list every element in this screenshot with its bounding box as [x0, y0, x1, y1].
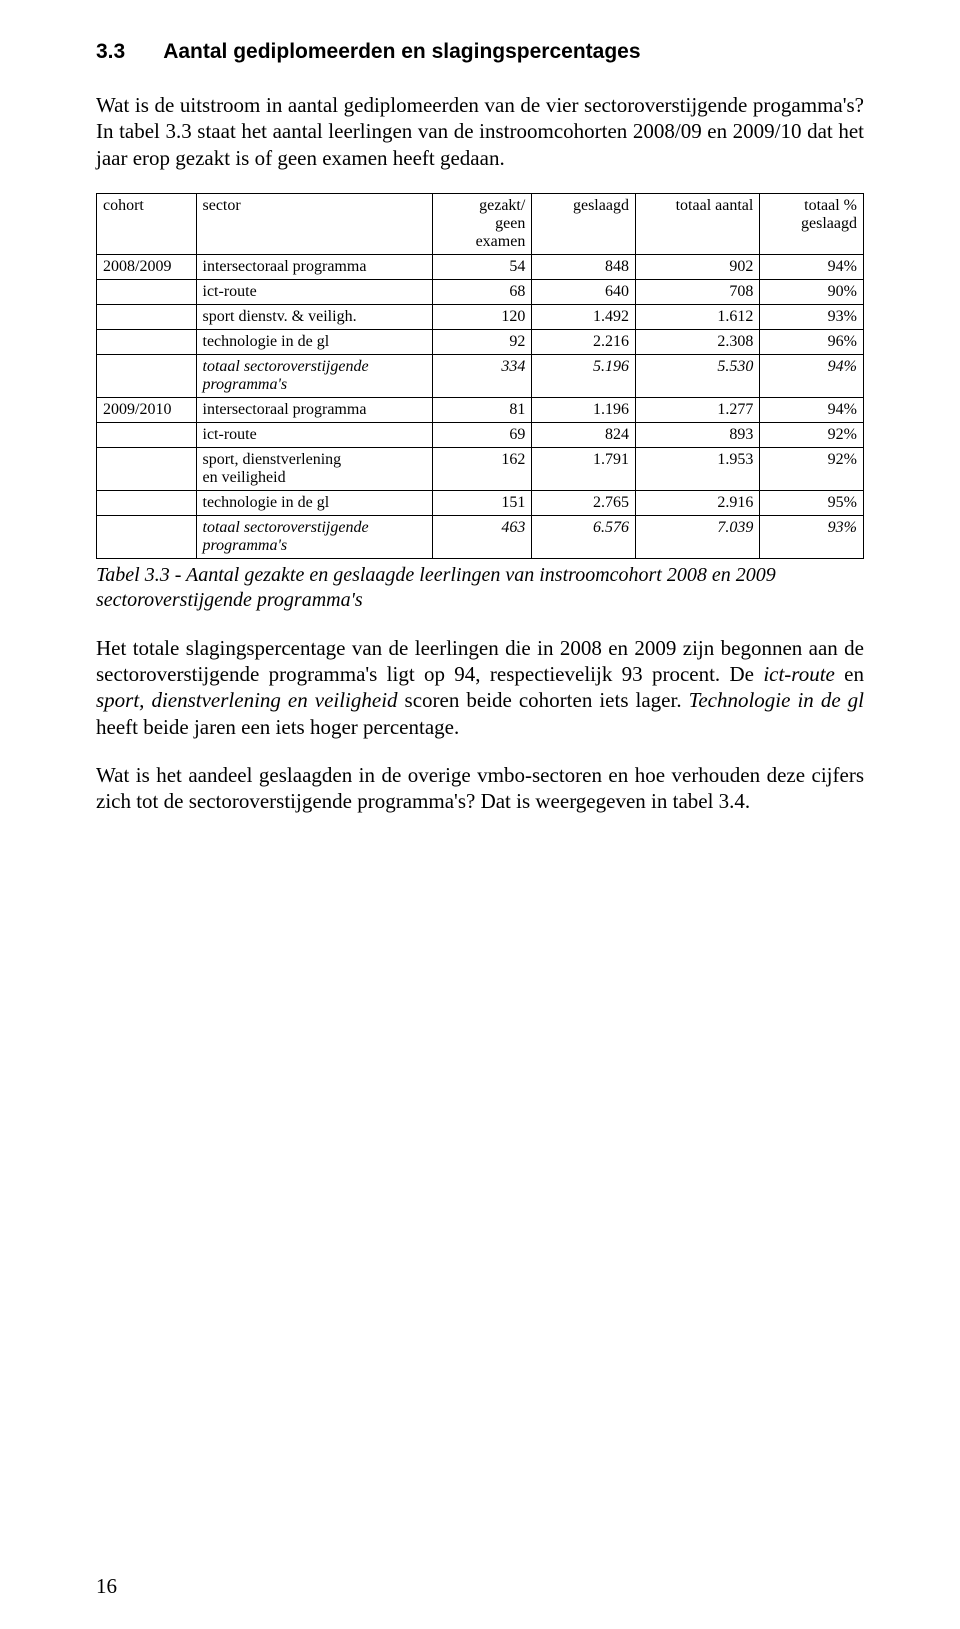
header-totaal-pct-l1: totaal % [804, 197, 857, 214]
cell-geslaagd: 1.196 [532, 397, 636, 422]
section-heading: 3.3 Aantal gediplomeerden en slagingsperc… [96, 40, 864, 64]
table-row: 2009/2010intersectoraal programma811.196… [97, 397, 864, 422]
para2-text-a: Het totale slagingspercentage van de lee… [96, 636, 864, 686]
cell-gezakt: 334 [432, 354, 532, 397]
cell-geslaagd: 824 [532, 422, 636, 447]
cell-cohort [97, 490, 197, 515]
cell-pct: 93% [760, 304, 864, 329]
cell-totaal: 708 [635, 279, 759, 304]
cell-gezakt: 463 [432, 515, 532, 558]
cell-cohort: 2009/2010 [97, 397, 197, 422]
cell-cohort: 2008/2009 [97, 254, 197, 279]
cell-totaal: 2.308 [635, 329, 759, 354]
cell-geslaagd: 6.576 [532, 515, 636, 558]
cell-sector: technologie in de gl [196, 329, 432, 354]
cell-sector: totaal sectoroverstijgendeprogramma's [196, 515, 432, 558]
header-cohort: cohort [97, 193, 197, 254]
cell-pct: 94% [760, 397, 864, 422]
table-row: ict-route6864070890% [97, 279, 864, 304]
cell-totaal: 893 [635, 422, 759, 447]
cell-cohort [97, 279, 197, 304]
cell-sector: intersectoraal programma [196, 254, 432, 279]
table-row: technologie in de gl1512.7652.91695% [97, 490, 864, 515]
table-row: sport, dienstverleningen veiligheid1621.… [97, 447, 864, 490]
cell-totaal: 1.277 [635, 397, 759, 422]
cell-gezakt: 69 [432, 422, 532, 447]
para2-text-b: en [835, 662, 864, 686]
section-title: Aantal gediplomeerden en slagingspercent… [163, 40, 640, 63]
cell-geslaagd: 2.765 [532, 490, 636, 515]
cell-pct: 92% [760, 447, 864, 490]
cell-gezakt: 92 [432, 329, 532, 354]
cell-totaal: 1.612 [635, 304, 759, 329]
table-row: totaal sectoroverstijgendeprogramma's463… [97, 515, 864, 558]
cell-gezakt: 68 [432, 279, 532, 304]
para2-text-d: heeft beide jaren een iets hoger percent… [96, 715, 459, 739]
paragraph-2: Het totale slagingspercentage van de lee… [96, 635, 864, 740]
cell-geslaagd: 5.196 [532, 354, 636, 397]
cell-totaal: 2.916 [635, 490, 759, 515]
table-header-row: cohort sector gezakt/ geen examen geslaa… [97, 193, 864, 254]
cell-sector: totaal sectoroverstijgendeprogramma's [196, 354, 432, 397]
cell-geslaagd: 2.216 [532, 329, 636, 354]
cell-cohort [97, 447, 197, 490]
cell-cohort [97, 354, 197, 397]
header-gezakt-l1: gezakt/ [479, 197, 525, 214]
cell-gezakt: 120 [432, 304, 532, 329]
cell-geslaagd: 848 [532, 254, 636, 279]
paragraph-3: Wat is het aandeel geslaagden in de over… [96, 762, 864, 815]
cell-geslaagd: 1.492 [532, 304, 636, 329]
cell-totaal: 7.039 [635, 515, 759, 558]
cell-cohort [97, 422, 197, 447]
data-table: cohort sector gezakt/ geen examen geslaa… [96, 193, 864, 559]
cell-geslaagd: 1.791 [532, 447, 636, 490]
cell-pct: 94% [760, 254, 864, 279]
cell-totaal: 5.530 [635, 354, 759, 397]
table-row: ict-route6982489392% [97, 422, 864, 447]
cell-gezakt: 162 [432, 447, 532, 490]
cell-gezakt: 54 [432, 254, 532, 279]
cell-sector: sport dienstv. & veiligh. [196, 304, 432, 329]
header-totaal-pct: totaal % geslaagd [760, 193, 864, 254]
cell-pct: 90% [760, 279, 864, 304]
page-number: 16 [96, 1574, 117, 1599]
cell-sector: technologie in de gl [196, 490, 432, 515]
header-sector: sector [196, 193, 432, 254]
header-totaal-aantal: totaal aantal [635, 193, 759, 254]
cell-geslaagd: 640 [532, 279, 636, 304]
header-gezakt: gezakt/ geen examen [432, 193, 532, 254]
header-totaal-pct-l2: geslaagd [801, 215, 857, 232]
cell-gezakt: 151 [432, 490, 532, 515]
table-row: technologie in de gl922.2162.30896% [97, 329, 864, 354]
table-caption: Tabel 3.3 - Aantal gezakte en geslaagde … [96, 563, 864, 613]
para2-italic-3: Technologie in de gl [689, 688, 864, 712]
cell-pct: 92% [760, 422, 864, 447]
header-gezakt-l2: geen [495, 215, 525, 232]
header-gezakt-l3: examen [476, 233, 526, 250]
cell-sector: intersectoraal programma [196, 397, 432, 422]
cell-totaal: 1.953 [635, 447, 759, 490]
page: 3.3 Aantal gediplomeerden en slagingsperc… [0, 0, 960, 1629]
cell-totaal: 902 [635, 254, 759, 279]
header-geslaagd: geslaagd [532, 193, 636, 254]
cell-cohort [97, 515, 197, 558]
cell-pct: 94% [760, 354, 864, 397]
para2-italic-2: sport, dienstverlening en veiligheid [96, 688, 398, 712]
cell-pct: 93% [760, 515, 864, 558]
section-number: 3.3 [96, 40, 125, 64]
paragraph-1: Wat is de uitstroom in aantal gediplomee… [96, 92, 864, 171]
cell-cohort [97, 304, 197, 329]
table-row: sport dienstv. & veiligh.1201.4921.61293… [97, 304, 864, 329]
table-row: totaal sectoroverstijgendeprogramma's334… [97, 354, 864, 397]
cell-cohort [97, 329, 197, 354]
table-row: 2008/2009intersectoraal programma5484890… [97, 254, 864, 279]
cell-pct: 95% [760, 490, 864, 515]
cell-sector: ict-route [196, 279, 432, 304]
cell-pct: 96% [760, 329, 864, 354]
cell-sector: ict-route [196, 422, 432, 447]
cell-gezakt: 81 [432, 397, 532, 422]
para2-text-c: scoren beide cohorten iets lager. [398, 688, 689, 712]
para2-italic-1: ict-route [763, 662, 835, 686]
cell-sector: sport, dienstverleningen veiligheid [196, 447, 432, 490]
